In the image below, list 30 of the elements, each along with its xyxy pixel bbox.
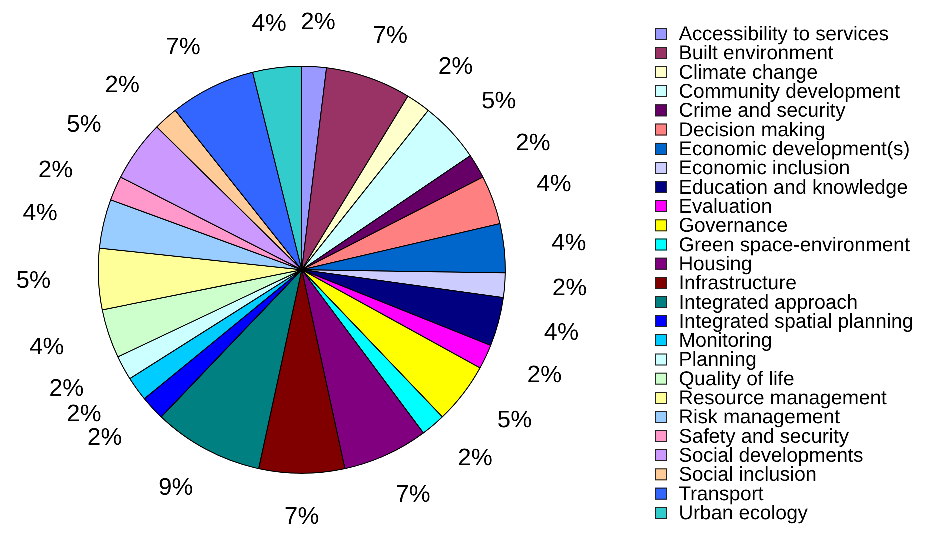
data-label: 7% <box>373 22 408 49</box>
data-label: 4% <box>544 319 579 346</box>
data-label: 2% <box>458 444 493 472</box>
data-label: 2% <box>438 52 474 80</box>
data-label: 4% <box>23 200 58 227</box>
data-label: 4% <box>30 334 64 361</box>
data-label: 5% <box>482 87 516 114</box>
legend-label: Integrated approach <box>679 292 858 314</box>
data-label: 2% <box>301 8 336 36</box>
data-label: 5% <box>16 266 52 294</box>
legend-label: Decision making <box>679 119 826 142</box>
legend-label: Climate change <box>679 62 818 84</box>
data-label: 7% <box>284 503 320 530</box>
data-label: 2% <box>105 72 140 99</box>
data-label: 4% <box>252 10 287 38</box>
legend-label: Transport <box>679 483 764 506</box>
data-label: 4% <box>536 170 572 198</box>
data-label: 2% <box>516 130 551 157</box>
legend-label: Planning <box>679 349 757 372</box>
data-label: 5% <box>66 110 102 138</box>
data-label: 7% <box>166 34 201 61</box>
data-label: 4% <box>552 229 586 256</box>
data-label: 2% <box>38 156 74 184</box>
legend-label: Accessibility to services <box>679 24 890 46</box>
data-label: 5% <box>498 406 532 434</box>
data-label: 2% <box>49 374 84 402</box>
data-label: 2% <box>527 362 562 389</box>
data-label: 7% <box>396 480 431 508</box>
data-label: 2% <box>552 274 588 302</box>
data-label: 9% <box>158 474 194 502</box>
